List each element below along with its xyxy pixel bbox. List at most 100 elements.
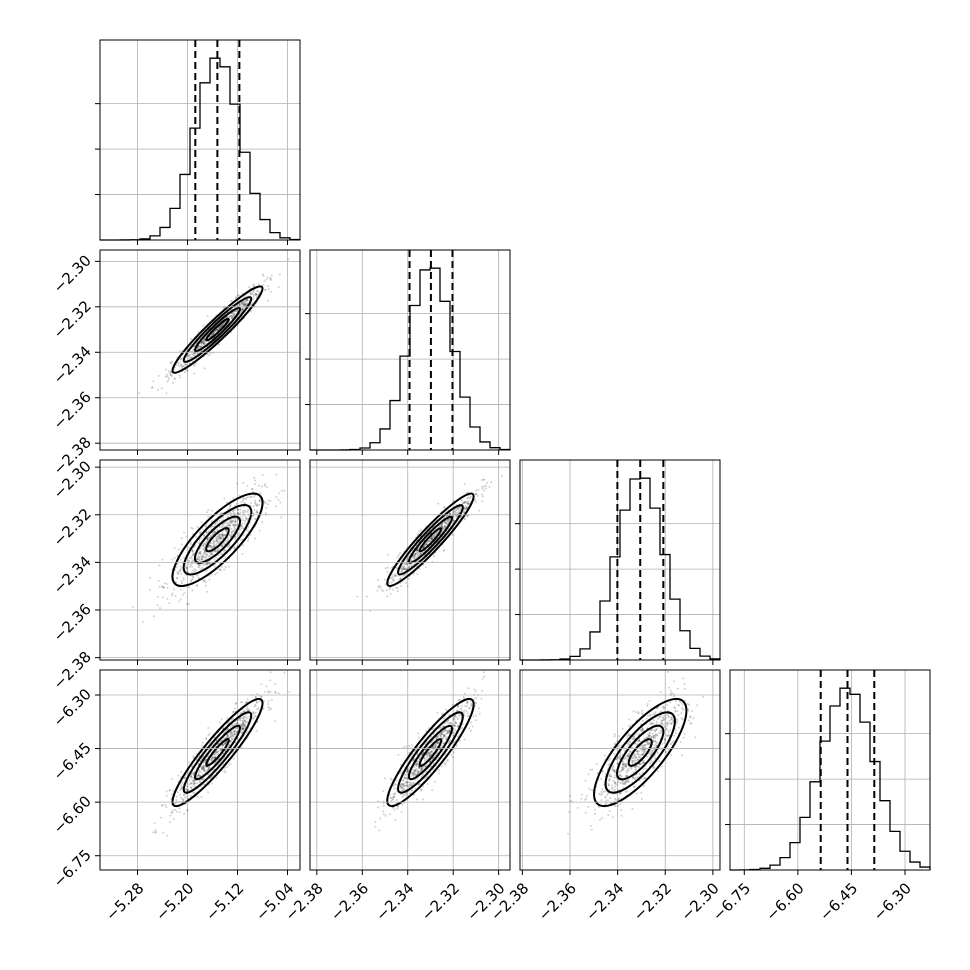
scatter-point bbox=[211, 782, 213, 785]
scatter-point bbox=[254, 502, 257, 505]
scatter-point bbox=[179, 588, 182, 591]
scatter-point bbox=[262, 284, 265, 287]
scatter-point bbox=[197, 564, 200, 567]
scatter-point bbox=[475, 702, 478, 704]
scatter-point bbox=[233, 526, 236, 529]
scatter-point bbox=[483, 485, 486, 488]
scatter-point bbox=[180, 572, 183, 575]
scatter-point bbox=[178, 794, 181, 796]
scatter-point bbox=[500, 474, 503, 477]
scatter-point bbox=[228, 315, 231, 318]
scatter-point bbox=[250, 502, 253, 504]
scatter-point bbox=[674, 709, 677, 712]
scatter-point bbox=[236, 722, 239, 725]
scatter-point bbox=[616, 784, 619, 786]
scatter-point bbox=[246, 709, 249, 712]
scatter-point bbox=[160, 804, 163, 807]
scatter-point bbox=[288, 691, 291, 693]
x-tick-label: −2.36 bbox=[327, 879, 372, 924]
scatter-point bbox=[183, 556, 186, 559]
scatter-point bbox=[242, 307, 245, 310]
scatter-point bbox=[390, 800, 393, 802]
scatter-point bbox=[218, 519, 221, 522]
y-tick-label: −2.34 bbox=[50, 342, 95, 387]
scatter-point bbox=[601, 788, 604, 791]
scatter-point bbox=[166, 586, 169, 589]
scatter-point bbox=[200, 555, 203, 558]
scatter-point bbox=[208, 555, 211, 558]
scatter-point bbox=[207, 354, 210, 357]
scatter-point bbox=[433, 748, 436, 751]
scatter-point bbox=[406, 558, 409, 560]
scatter-point bbox=[277, 498, 280, 501]
scatter-point bbox=[209, 335, 212, 338]
scatter-point bbox=[652, 722, 655, 725]
scatter-point bbox=[203, 342, 206, 345]
scatter-point bbox=[268, 707, 271, 709]
scatter-point bbox=[702, 695, 705, 698]
scatter-point bbox=[201, 557, 203, 560]
scatter-point bbox=[158, 585, 161, 588]
scatter-point bbox=[241, 728, 244, 731]
scatter-point bbox=[184, 363, 187, 366]
scatter-point bbox=[456, 507, 459, 510]
scatter-point bbox=[203, 340, 206, 343]
scatter-point bbox=[647, 715, 649, 717]
scatter-point bbox=[254, 517, 256, 520]
scatter-point bbox=[443, 506, 446, 509]
scatter-point bbox=[252, 505, 255, 508]
scatter-point bbox=[417, 771, 420, 774]
scatter-point bbox=[203, 534, 206, 537]
scatter-point bbox=[476, 494, 479, 497]
scatter-point bbox=[244, 515, 247, 518]
scatter-point bbox=[213, 541, 216, 543]
scatter-point bbox=[205, 531, 208, 533]
scatter-point bbox=[200, 521, 203, 524]
scatter-point bbox=[609, 757, 612, 760]
scatter-point bbox=[212, 332, 215, 335]
scatter-panel-3-0: −6.75−6.60−6.45−6.30−5.28 −5.20 −5.12 −5.04 bbox=[50, 669, 301, 924]
scatter-point bbox=[657, 770, 659, 773]
scatter-point bbox=[395, 586, 398, 589]
scatter-point bbox=[235, 702, 237, 705]
scatter-point bbox=[197, 563, 200, 566]
scatter-point bbox=[221, 545, 224, 548]
scatter-point bbox=[192, 756, 195, 759]
scatter-point bbox=[244, 304, 247, 307]
scatter-point bbox=[406, 585, 409, 588]
scatter-point bbox=[467, 500, 470, 503]
scatter-point bbox=[198, 769, 201, 772]
scatter-point bbox=[200, 344, 203, 347]
scatter-point bbox=[204, 525, 207, 528]
scatter-point bbox=[410, 559, 413, 561]
scatter-point bbox=[278, 492, 281, 495]
y-tick-label: −2.36 bbox=[50, 388, 95, 433]
scatter-point bbox=[192, 551, 194, 554]
scatter-point bbox=[211, 520, 214, 523]
scatter-point bbox=[152, 380, 155, 383]
scatter-point bbox=[458, 714, 461, 717]
scatter-point bbox=[166, 373, 168, 376]
scatter-point bbox=[410, 789, 413, 792]
y-tick-label: −2.32 bbox=[50, 505, 95, 550]
scatter-point bbox=[247, 530, 250, 533]
scatter-point bbox=[405, 773, 408, 776]
scatter-point bbox=[386, 566, 389, 569]
scatter-point bbox=[475, 493, 478, 495]
scatter-point bbox=[480, 479, 483, 481]
scatter-point bbox=[219, 325, 222, 328]
scatter-point bbox=[138, 392, 141, 395]
scatter-point bbox=[200, 342, 203, 345]
scatter-point bbox=[241, 701, 244, 704]
scatter-point bbox=[377, 579, 380, 582]
scatter-point bbox=[230, 533, 233, 536]
scatter-point bbox=[179, 567, 182, 570]
scatter-point bbox=[189, 541, 192, 544]
scatter-point bbox=[463, 482, 466, 485]
scatter-point bbox=[185, 603, 188, 606]
scatter-point bbox=[188, 586, 191, 589]
scatter-point bbox=[230, 299, 233, 302]
scatter-point bbox=[207, 727, 210, 729]
scatter-points bbox=[567, 671, 705, 835]
scatter-point bbox=[202, 764, 205, 767]
